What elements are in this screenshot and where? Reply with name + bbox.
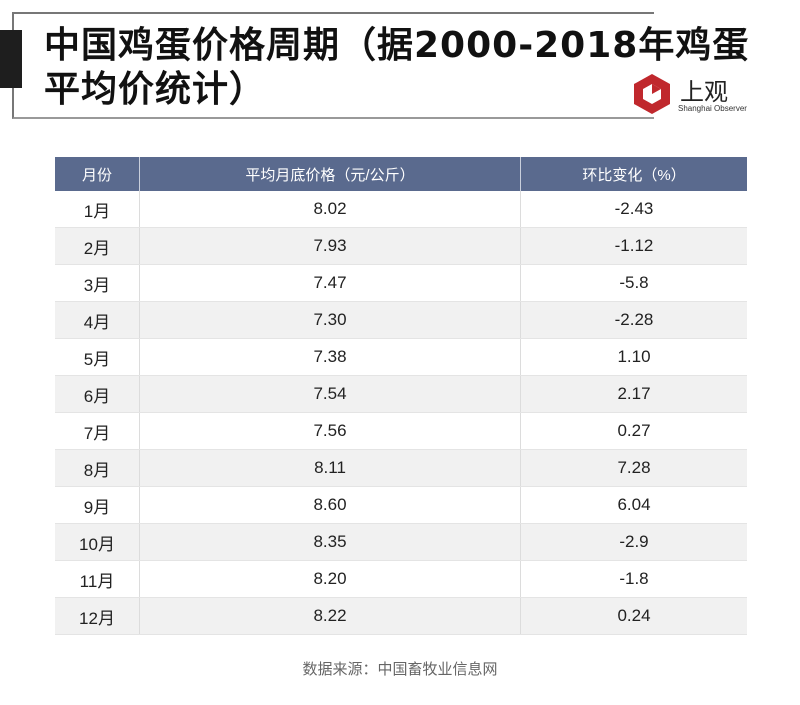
change-cell: 6.04 xyxy=(520,486,747,524)
price-cell: 8.22 xyxy=(139,597,521,635)
column-header: 月份 xyxy=(55,157,140,191)
table-row: 7月 7.56 0.27 xyxy=(55,412,747,450)
month-cell: 3月 xyxy=(55,264,140,302)
month-cell: 10月 xyxy=(55,523,140,561)
price-cell: 7.93 xyxy=(139,227,521,265)
month-cell: 11月 xyxy=(55,560,140,598)
change-cell: 0.27 xyxy=(520,412,747,450)
table-row: 1月 8.02 -2.43 xyxy=(55,191,747,228)
change-cell: -2.9 xyxy=(520,523,747,561)
price-cell: 8.60 xyxy=(139,486,521,524)
table-row: 11月 8.20 -1.8 xyxy=(55,560,747,598)
logo-subtitle: Shanghai Observer xyxy=(678,104,747,113)
price-cell: 8.02 xyxy=(139,191,521,228)
table-row: 4月 7.30 -2.28 xyxy=(55,301,747,339)
month-cell: 4月 xyxy=(55,301,140,339)
change-cell: 0.24 xyxy=(520,597,747,635)
month-cell: 9月 xyxy=(55,486,140,524)
column-header: 平均月底价格（元/公斤） xyxy=(139,157,521,191)
month-cell: 7月 xyxy=(55,412,140,450)
table-row: 8月 8.11 7.28 xyxy=(55,449,747,487)
logo-icon xyxy=(634,74,670,114)
price-cell: 8.35 xyxy=(139,523,521,561)
price-cell: 8.20 xyxy=(139,560,521,598)
change-cell: 7.28 xyxy=(520,449,747,487)
table-row: 9月 8.60 6.04 xyxy=(55,486,747,524)
change-cell: 2.17 xyxy=(520,375,747,413)
page-title: 中国鸡蛋价格周期（据2000-2018年鸡蛋平均价统计） xyxy=(44,25,750,110)
price-cell: 7.54 xyxy=(139,375,521,413)
table-row: 10月 8.35 -2.9 xyxy=(55,523,747,561)
change-cell: -2.43 xyxy=(520,191,747,228)
table-row: 2月 7.93 -1.12 xyxy=(55,227,747,265)
price-cell: 7.30 xyxy=(139,301,521,339)
logo-name: 上观 xyxy=(680,78,728,106)
table-header-row: 月份 平均月底价格（元/公斤） 环比变化（%） xyxy=(55,157,747,191)
month-cell: 6月 xyxy=(55,375,140,413)
logo: 上观 Shanghai Observer xyxy=(630,72,760,117)
price-cell: 7.56 xyxy=(139,412,521,450)
change-cell: -5.8 xyxy=(520,264,747,302)
table-row: 6月 7.54 2.17 xyxy=(55,375,747,413)
table-row: 12月 8.22 0.24 xyxy=(55,597,747,635)
price-cell: 8.11 xyxy=(139,449,521,487)
price-cell: 7.38 xyxy=(139,338,521,376)
month-cell: 12月 xyxy=(55,597,140,635)
price-cell: 7.47 xyxy=(139,264,521,302)
change-cell: -1.8 xyxy=(520,560,747,598)
source-note: 数据来源：中国畜牧业信息网 xyxy=(302,660,498,678)
month-cell: 2月 xyxy=(55,227,140,265)
table-row: 5月 7.38 1.10 xyxy=(55,338,747,376)
change-cell: 1.10 xyxy=(520,338,747,376)
column-header: 环比变化（%） xyxy=(520,157,747,191)
month-cell: 8月 xyxy=(55,449,140,487)
title-accent-bar xyxy=(0,30,22,88)
change-cell: -1.12 xyxy=(520,227,747,265)
egg-price-table: 月份 平均月底价格（元/公斤） 环比变化（%） 1月 8.02 -2.43 2月 7.93-… xyxy=(55,157,747,635)
change-cell: -2.28 xyxy=(520,301,747,339)
table-row: 3月 7.47 -5.8 xyxy=(55,264,747,302)
month-cell: 5月 xyxy=(55,338,140,376)
table-body: 1月 8.02 -2.43 2月 7.93 -1.12 3月 7.47 -5.8 4月 7.30 -2… xyxy=(55,191,747,635)
month-cell: 1月 xyxy=(55,191,140,228)
